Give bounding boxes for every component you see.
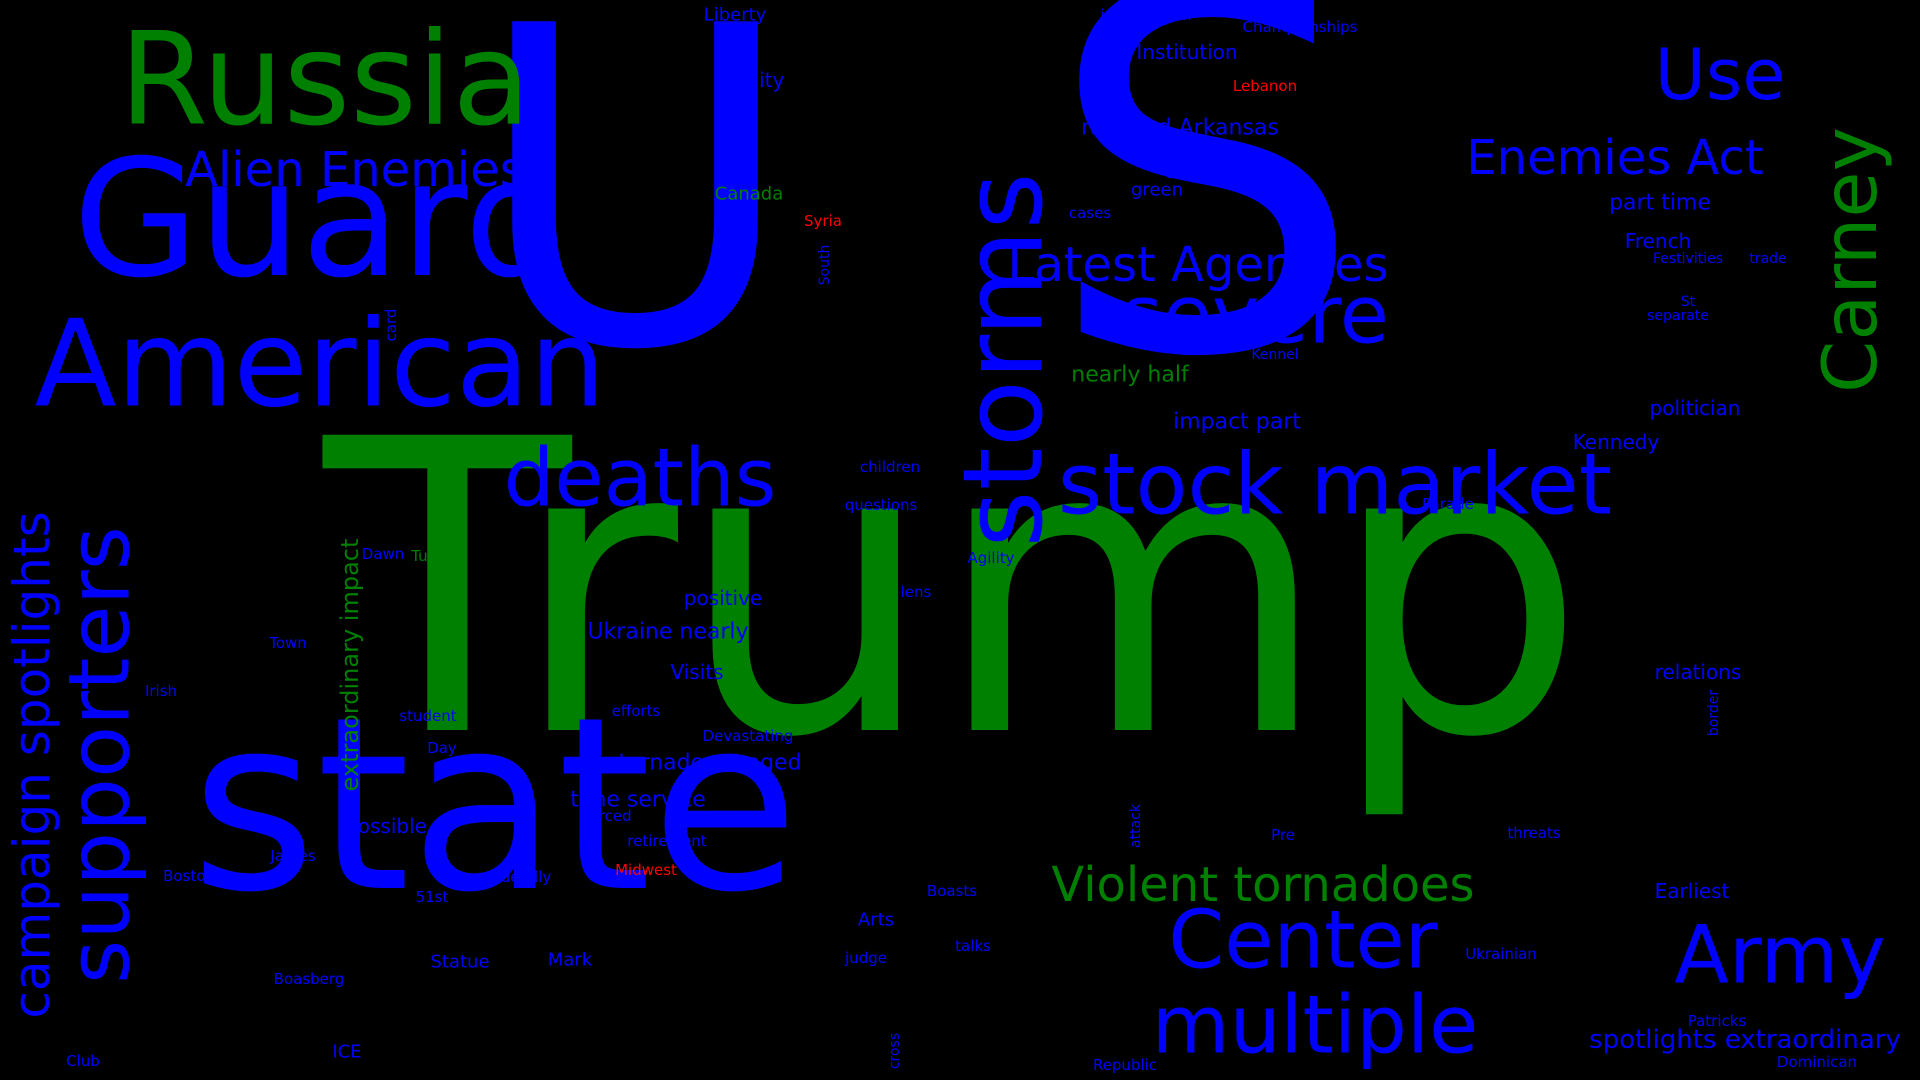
word-relations: relations (1655, 660, 1742, 684)
word-canada: Canada (715, 184, 784, 205)
word-u: U (474, 0, 796, 446)
word-syria: Syria (804, 212, 842, 230)
word-boasts: Boasts (927, 882, 977, 900)
word-civ: CIV (363, 218, 387, 234)
word-questions: questions (845, 496, 918, 514)
word-dawn: Dawn (362, 545, 405, 563)
word-parade: Parade (1422, 495, 1474, 513)
word-latest-agencies: Latest Agencies (1007, 237, 1388, 293)
word-part-time: part time (1609, 191, 1711, 216)
word-tornado-ravaged: tornado ravaged (618, 751, 801, 776)
word-st: St (1681, 294, 1696, 310)
word-army: Army (1674, 909, 1885, 1002)
word-threats: threats (1507, 824, 1561, 842)
word-institution: Institution (1136, 40, 1237, 64)
word-card: card (382, 309, 400, 342)
word-positive: positive (684, 586, 762, 610)
word-kennel: Kennel (1251, 347, 1298, 363)
word-carney: Carney (1806, 127, 1894, 393)
word-lebanon: Lebanon (1233, 77, 1297, 95)
word-spotlights-extraordinary: spotlights extraordinary (1589, 1025, 1901, 1055)
word-tulsa: Tulsa (410, 547, 449, 565)
word-politician: politician (1650, 396, 1741, 420)
word-cases: cases (1069, 204, 1111, 222)
word-trump: Trump (317, 354, 1586, 826)
word-midwest: Midwest (615, 861, 677, 879)
word-time-service: time service (570, 788, 706, 813)
word-violent-tornadoes: Violent tornadoes (1051, 857, 1474, 913)
word-attack: attack (1128, 803, 1144, 848)
word-dominican: Dominican (1777, 1053, 1857, 1071)
word-earliest: Earliest (1655, 879, 1730, 903)
word-separate: separate (1647, 308, 1709, 324)
word-american: American (34, 296, 605, 435)
word-retirement: retirement (627, 832, 707, 850)
word-james: James (269, 847, 315, 865)
word-efforts: efforts (612, 702, 661, 720)
word-irish: Irish (145, 682, 177, 700)
word-boasberg: Boasberg (274, 970, 345, 988)
word-judge: judge (844, 949, 887, 967)
word-french: French (1625, 229, 1691, 253)
word-championships: Championships (1243, 18, 1358, 36)
word-student: student (399, 707, 456, 725)
word-alien-enemies: Alien Enemies (185, 142, 525, 198)
word-ukraine-nearly: Ukraine nearly (587, 620, 748, 645)
word-talks: talks (955, 937, 991, 955)
word-51st: 51st (416, 888, 449, 906)
word-supporters: supporters (51, 526, 150, 984)
word-forced: forced (584, 807, 631, 825)
word-south: South (817, 245, 833, 286)
word-ravaged-arkansas: ravaged Arkansas (1081, 116, 1279, 141)
word-s: S (1046, 0, 1363, 466)
word-facility: facility (718, 68, 785, 92)
word-patricks: Patricks (1688, 1012, 1747, 1030)
word-impact-part: impact part (1173, 410, 1301, 435)
word-agility: Agility (967, 549, 1014, 567)
word-border: border (1706, 690, 1722, 736)
word-multiple: multiple (1152, 979, 1479, 1072)
word-russia: Russia (119, 6, 531, 155)
word-enemies-act: Enemies Act (1466, 130, 1763, 186)
word-mark: Mark (548, 950, 593, 971)
word-boston: Boston (163, 867, 215, 885)
word-campaign-spotlights: campaign spotlights (3, 511, 61, 1018)
word-deportation: deportation (1165, 159, 1282, 183)
word-trade: trade (1749, 251, 1786, 267)
word-day: Day (427, 739, 457, 757)
word-visits: Visits (670, 660, 723, 684)
word-green: green (1131, 180, 1183, 201)
word-use: Use (1655, 34, 1786, 116)
word-cross: cross (887, 1033, 903, 1069)
word-festivities: Festivities (1653, 251, 1723, 267)
word-stock-market: stock market (1058, 436, 1612, 535)
word-club: Club (66, 1052, 100, 1070)
word-ice: ICE (332, 1042, 361, 1063)
word-kennedy: Kennedy (1573, 430, 1660, 454)
word-liberty: Liberty (704, 5, 767, 26)
word-arts: Arts (858, 910, 894, 931)
word-immigration: immigration (1100, 6, 1191, 24)
word-ukrainian: Ukrainian (1465, 945, 1537, 963)
word-guard: Guard (73, 126, 567, 314)
word-devastating: Devastating (703, 727, 794, 745)
word-possible: possible (345, 814, 427, 838)
word-nearly-half: nearly half (1071, 363, 1190, 388)
word-deadly: deadly (501, 868, 552, 886)
word-lens: lens (901, 583, 932, 601)
word-deaths: deaths (504, 432, 777, 525)
word-republic: Republic (1093, 1056, 1157, 1074)
word-center: Center (1168, 894, 1437, 987)
word-pre: Pre (1271, 826, 1295, 844)
word-state: state (191, 665, 799, 945)
word-storms: storms (939, 172, 1067, 548)
word-extraordinary-impact: extraordinary impact (336, 539, 364, 792)
word-town: Town (268, 634, 307, 652)
word-statue: Statue (430, 952, 489, 973)
word-severe: severe (1121, 269, 1389, 362)
word-children: children (860, 458, 920, 476)
